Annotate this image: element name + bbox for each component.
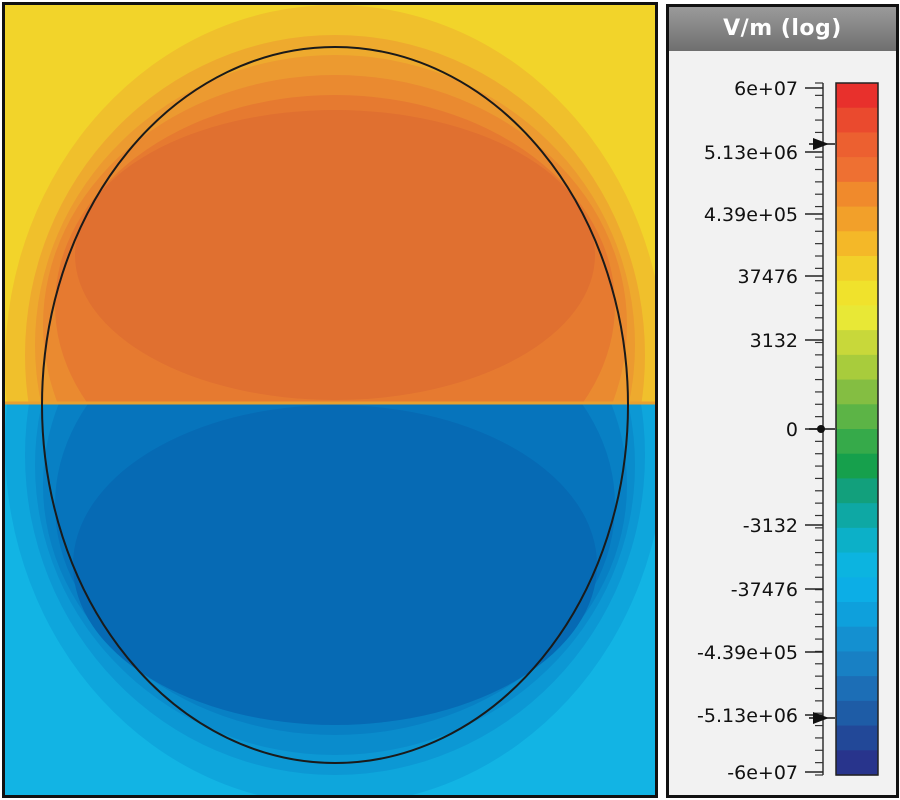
legend-color-band	[836, 231, 878, 257]
legend-color-band	[836, 354, 878, 381]
legend-color-band	[836, 132, 878, 158]
legend-tick-label: 5.13e+06	[704, 142, 798, 164]
legend-color-band	[836, 626, 878, 653]
legend-color-band	[836, 453, 878, 480]
legend-tick-label: 6e+07	[734, 78, 798, 100]
legend-color-band	[836, 651, 878, 677]
legend-color-band	[836, 379, 878, 405]
legend-tick-label: -37476	[731, 579, 798, 601]
boundary-outline	[41, 46, 629, 764]
legend-tick-label: 37476	[738, 266, 798, 288]
legend-bar-outline	[835, 82, 879, 776]
legend-color-band	[836, 305, 878, 331]
legend-scale-svg: 6e+07 5.13e+06 4.39e+05 37476 3132 0 -3132 -374…	[697, 78, 879, 784]
legend-tick-label: -3132	[743, 515, 798, 537]
legend-color-band	[836, 330, 878, 356]
legend-color-band	[836, 527, 878, 554]
upper-band-6	[75, 110, 595, 400]
legend-color-band	[836, 107, 878, 134]
legend-color-band	[836, 404, 878, 430]
legend-color-band	[836, 478, 878, 504]
lower-band-6	[73, 405, 597, 725]
field-plot	[2, 2, 658, 798]
legend-title: V/m (log)	[669, 7, 896, 51]
legend-color-band	[836, 256, 878, 282]
color-legend: 6e+07 5.13e+06 4.39e+05 37476 3132 0 -3132 -374…	[666, 4, 899, 798]
legend-tick-label: 0	[786, 419, 798, 441]
legend-tick-label: -4.39e+05	[697, 642, 798, 664]
legend-tick-label: 3132	[750, 330, 798, 352]
legend-color-band	[836, 750, 878, 776]
legend-color-band	[836, 602, 878, 628]
legend-color-band	[836, 157, 878, 183]
legend-color-band	[836, 577, 878, 603]
legend-color-band	[836, 552, 878, 578]
legend-color-band	[836, 181, 878, 208]
legend-color-band	[836, 429, 878, 455]
negative-field-region	[5, 403, 655, 795]
legend-color-band	[836, 83, 878, 109]
legend-color-band	[836, 676, 878, 702]
legend-tick-label: 4.39e+05	[704, 204, 798, 226]
legend-tick-label: -5.13e+06	[697, 705, 798, 727]
legend-color-band	[836, 206, 878, 232]
legend-color-band	[836, 503, 878, 529]
legend-tick-label: -6e+07	[727, 762, 798, 784]
legend-color-band	[836, 725, 878, 751]
field-plot-svg	[5, 5, 655, 795]
positive-field-region	[5, 5, 655, 403]
legend-color-band	[836, 280, 878, 307]
legend-color-band	[836, 700, 878, 727]
